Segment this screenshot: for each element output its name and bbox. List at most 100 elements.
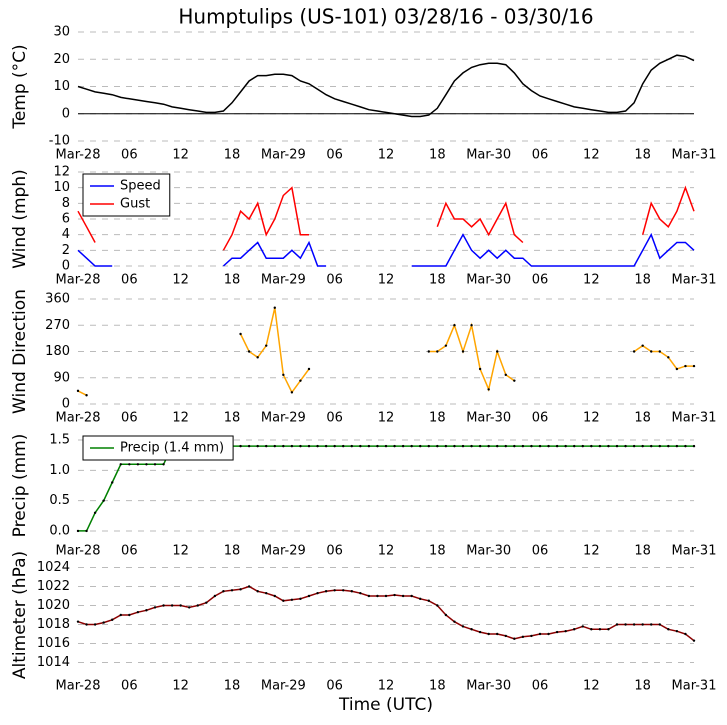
y-tick-label: 1.5 bbox=[49, 433, 70, 448]
x-tick-label: Mar-31 bbox=[672, 679, 717, 694]
series-line bbox=[77, 54, 695, 118]
data-point bbox=[273, 594, 276, 598]
x-tick-label: 12 bbox=[583, 679, 600, 694]
x-tick-label: 12 bbox=[172, 679, 189, 694]
data-point bbox=[359, 591, 362, 595]
y-tick-label: 0 bbox=[62, 106, 70, 121]
data-point bbox=[342, 589, 345, 592]
data-point bbox=[615, 444, 619, 448]
data-point bbox=[93, 623, 97, 626]
data-point bbox=[162, 604, 165, 607]
data-point bbox=[513, 637, 516, 640]
data-point bbox=[478, 444, 482, 448]
data-point bbox=[478, 630, 482, 634]
data-point bbox=[598, 444, 602, 448]
y-tick-label: -10 bbox=[49, 134, 70, 149]
x-tick-label: 18 bbox=[224, 679, 241, 694]
data-point bbox=[427, 444, 430, 448]
data-point bbox=[393, 444, 396, 448]
x-tick-label: 06 bbox=[532, 411, 549, 426]
y-tick-label: 20 bbox=[53, 52, 70, 67]
data-point bbox=[119, 613, 122, 617]
data-point bbox=[487, 632, 490, 636]
data-point bbox=[590, 628, 593, 631]
data-point bbox=[153, 463, 157, 466]
data-point bbox=[247, 585, 251, 588]
data-point bbox=[376, 594, 379, 598]
x-tick-label: 06 bbox=[326, 679, 343, 694]
x-tick-label: 12 bbox=[583, 411, 600, 426]
data-point bbox=[684, 632, 687, 636]
data-point bbox=[436, 350, 439, 353]
data-point bbox=[265, 591, 268, 595]
x-tick-label: 18 bbox=[429, 411, 446, 426]
data-point bbox=[205, 601, 208, 604]
data-point bbox=[658, 350, 661, 353]
legend-box bbox=[82, 173, 171, 217]
x-tick-label: Mar-31 bbox=[672, 544, 717, 559]
data-point bbox=[487, 444, 490, 448]
y-axis-label: Wind Direction bbox=[10, 289, 30, 414]
data-point bbox=[102, 499, 105, 502]
y-tick-label: 1014 bbox=[37, 655, 70, 670]
y-tick-label: 2 bbox=[62, 243, 70, 258]
data-point bbox=[436, 604, 439, 607]
data-point bbox=[667, 628, 670, 631]
data-point bbox=[256, 590, 259, 593]
data-point bbox=[359, 444, 362, 448]
data-point bbox=[692, 444, 696, 448]
data-point bbox=[333, 444, 336, 448]
data-point bbox=[324, 590, 328, 593]
data-point bbox=[128, 463, 131, 466]
x-tick-label: 18 bbox=[429, 679, 446, 694]
x-tick-label: 12 bbox=[378, 544, 395, 559]
data-point bbox=[111, 618, 114, 621]
data-point bbox=[93, 511, 97, 514]
data-point bbox=[641, 623, 644, 626]
data-point bbox=[102, 621, 105, 624]
x-tick-label: 12 bbox=[583, 544, 600, 559]
data-point bbox=[316, 444, 319, 448]
x-tick-label: 18 bbox=[634, 544, 651, 559]
data-point bbox=[444, 444, 448, 448]
data-point bbox=[307, 444, 311, 448]
series-line bbox=[77, 232, 695, 267]
data-point bbox=[470, 628, 473, 631]
data-point bbox=[470, 444, 473, 448]
data-point bbox=[333, 589, 336, 592]
data-point bbox=[530, 634, 533, 638]
x-tick-label: 06 bbox=[121, 411, 138, 426]
data-point bbox=[76, 529, 80, 533]
legend-label: Speed bbox=[120, 179, 161, 194]
x-tick-label: Mar-28 bbox=[56, 273, 101, 288]
data-point bbox=[162, 463, 165, 466]
x-tick-label: 06 bbox=[121, 273, 138, 288]
data-point bbox=[376, 444, 379, 448]
data-point bbox=[384, 594, 388, 598]
data-point bbox=[684, 364, 687, 368]
x-tick-label: 12 bbox=[378, 411, 395, 426]
figure-title: Humptulips (US-101) 03/28/16 - 03/30/16 bbox=[178, 5, 593, 29]
data-point bbox=[530, 444, 533, 448]
data-point bbox=[419, 444, 422, 448]
x-tick-label: 18 bbox=[429, 544, 446, 559]
x-tick-label: 18 bbox=[429, 148, 446, 163]
y-tick-label: 0.0 bbox=[49, 523, 70, 538]
data-point bbox=[444, 613, 448, 617]
x-tick-label: Mar-30 bbox=[466, 148, 511, 163]
x-tick-label: Mar-28 bbox=[56, 544, 101, 559]
y-tick-label: 90 bbox=[53, 370, 70, 385]
data-point bbox=[265, 344, 268, 347]
data-point bbox=[367, 444, 371, 448]
data-point bbox=[624, 623, 627, 626]
data-point bbox=[85, 623, 88, 626]
data-point bbox=[213, 594, 217, 598]
data-point bbox=[367, 594, 371, 598]
data-point bbox=[513, 379, 516, 382]
x-tick-label: 18 bbox=[429, 273, 446, 288]
data-point bbox=[85, 529, 88, 533]
data-point bbox=[282, 373, 285, 377]
x-tick-label: Mar-29 bbox=[261, 544, 306, 559]
x-tick-label: Mar-30 bbox=[466, 544, 511, 559]
data-point bbox=[393, 593, 396, 597]
